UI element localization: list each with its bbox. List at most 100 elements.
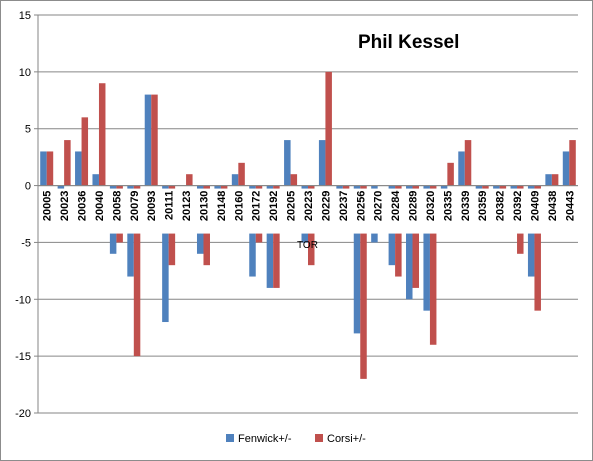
legend-swatch xyxy=(226,434,234,442)
category-label-bg xyxy=(422,188,437,234)
category-label-bg xyxy=(91,188,106,234)
legend-label: Corsi+/- xyxy=(327,433,366,445)
category-label-bg xyxy=(510,188,525,234)
bar-fenwick xyxy=(545,174,552,186)
y-tick-label: 10 xyxy=(19,67,31,79)
category-label-bg xyxy=(335,188,350,234)
bar-corsi xyxy=(429,185,437,345)
category-label: 20409 xyxy=(527,188,542,234)
category-label: 20335 xyxy=(440,188,455,234)
category-label-bg xyxy=(370,188,385,234)
category-label: 20192 xyxy=(266,188,281,234)
category-label: 20438 xyxy=(544,188,559,234)
category-label: 20256 xyxy=(353,188,368,234)
category-label-text: 20123 xyxy=(181,191,193,222)
bar-fenwick xyxy=(162,185,169,323)
y-tick-label: 0 xyxy=(25,181,31,193)
category-label-text: 20036 xyxy=(77,191,89,222)
category-label: 20270 xyxy=(370,188,385,234)
category-label-bg xyxy=(457,188,472,234)
category-label: 20079 xyxy=(126,188,141,234)
category-label-bg xyxy=(74,188,89,234)
y-axis: -20 -15 -10 -5 0 5 10 15 xyxy=(15,10,39,420)
category-label-bg xyxy=(39,188,54,234)
bar-corsi xyxy=(238,162,245,186)
chart-title: Phil Kessel xyxy=(358,32,459,53)
category-label: 20172 xyxy=(248,188,263,234)
category-label-bg xyxy=(283,188,298,234)
category-label-text: 20284 xyxy=(390,190,402,221)
category-label-bg xyxy=(213,188,228,234)
bar-corsi xyxy=(551,174,559,186)
category-labels: 20005 20023 20036 20040 20058 20079 20093 20111… xyxy=(39,188,577,234)
bar-corsi xyxy=(464,140,472,186)
category-label: 20359 xyxy=(475,188,490,234)
category-label-bg xyxy=(527,188,542,234)
bar-corsi xyxy=(64,140,71,186)
bar-corsi xyxy=(412,185,420,288)
category-label: 20320 xyxy=(422,188,437,234)
category-label-bg xyxy=(562,188,577,234)
category-label: 20229 xyxy=(318,188,333,234)
category-label-text: 20192 xyxy=(268,191,280,222)
category-label-text: 20040 xyxy=(94,191,106,222)
category-label: 20237 xyxy=(335,188,350,234)
category-label: 20289 xyxy=(405,188,420,234)
category-label: 20148 xyxy=(213,188,228,234)
bar-fenwick xyxy=(92,174,99,186)
bar-fenwick xyxy=(406,185,413,300)
bar-corsi xyxy=(151,94,158,186)
category-label-text: 20160 xyxy=(233,191,245,222)
category-label: 20023 xyxy=(57,188,72,234)
category-label-text: 20392 xyxy=(512,191,524,222)
category-label-bg xyxy=(475,188,490,234)
bar-corsi xyxy=(133,185,141,357)
category-label: 20284 xyxy=(388,188,403,234)
category-label-text: 20130 xyxy=(198,191,210,222)
category-label-bg xyxy=(248,188,263,234)
category-label-text: 20148 xyxy=(216,191,228,222)
category-label-bg xyxy=(266,188,281,234)
category-label-text: 20256 xyxy=(355,191,367,222)
category-label: 20130 xyxy=(196,188,211,234)
category-label: 20223 xyxy=(301,188,315,234)
bar-corsi xyxy=(46,151,54,186)
bar-corsi xyxy=(273,185,280,288)
y-tick-label: -15 xyxy=(15,351,31,363)
bar-corsi xyxy=(290,174,298,186)
category-label-text: 20172 xyxy=(251,191,263,222)
category-label-text: 20229 xyxy=(320,191,332,222)
bar-fenwick xyxy=(318,140,326,186)
bar-corsi xyxy=(569,140,576,186)
category-label-text: 20205 xyxy=(286,191,298,222)
category-label-text: 20005 xyxy=(42,191,54,222)
category-label: 20392 xyxy=(510,188,525,234)
legend: Fenwick+/- Corsi+/- xyxy=(226,433,366,445)
category-label-bg xyxy=(196,188,211,234)
bar-fenwick xyxy=(423,185,430,311)
bar-fenwick xyxy=(75,151,82,186)
category-label-bg xyxy=(492,188,507,234)
category-label-text: 20339 xyxy=(460,191,472,222)
bar-corsi xyxy=(360,185,367,379)
bar-fenwick xyxy=(40,151,47,186)
category-label: 20058 xyxy=(109,188,124,234)
bar-corsi xyxy=(98,83,106,186)
bar-fenwick xyxy=(266,185,274,288)
category-label-text: 20223 xyxy=(303,191,315,222)
category-label-bg xyxy=(109,188,124,234)
legend-label: Fenwick+/- xyxy=(238,433,292,445)
category-label-text: 20443 xyxy=(564,191,576,222)
bar-corsi xyxy=(534,185,541,311)
category-label-text: 20382 xyxy=(495,191,507,222)
category-label-text: 20320 xyxy=(425,191,437,222)
category-label-bg xyxy=(179,188,194,234)
category-label-bg xyxy=(57,188,72,234)
y-tick-label: 5 xyxy=(25,124,31,136)
category-label: 20093 xyxy=(144,188,159,234)
category-label: 20160 xyxy=(231,188,246,234)
category-label-text: 20023 xyxy=(59,191,71,222)
category-label-text: 20438 xyxy=(547,191,559,222)
bar-fenwick xyxy=(284,140,291,186)
category-label-text: 20058 xyxy=(111,191,123,222)
